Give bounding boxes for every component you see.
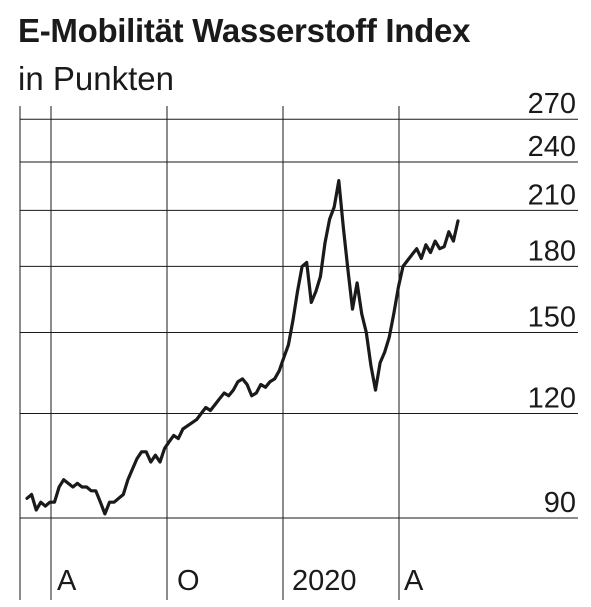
x-tick-label: A [57,565,77,597]
x-axis-labels: A O 2020 A [57,565,424,597]
series-line [25,179,460,516]
y-tick-label: 210 [528,179,576,211]
x-tick-label: A [404,565,424,597]
x-tick-label: O [177,565,200,597]
y-tick-label: 120 [528,383,576,415]
y-tick-label: 240 [528,131,576,163]
y-tick-label: 180 [528,235,576,267]
chart-title: E-Mobilität Wasserstoff Index [18,12,471,49]
y-axis-labels: 90 120 150 180 210 240 270 [528,88,576,519]
y-tick-label: 270 [528,88,576,120]
x-tick-label: 2020 [292,565,357,597]
chart-grid [19,106,578,600]
y-tick-label: 150 [528,302,576,334]
plot-area [25,179,460,516]
chart-subtitle: in Punkten [18,60,174,97]
y-tick-label: 90 [544,487,576,519]
